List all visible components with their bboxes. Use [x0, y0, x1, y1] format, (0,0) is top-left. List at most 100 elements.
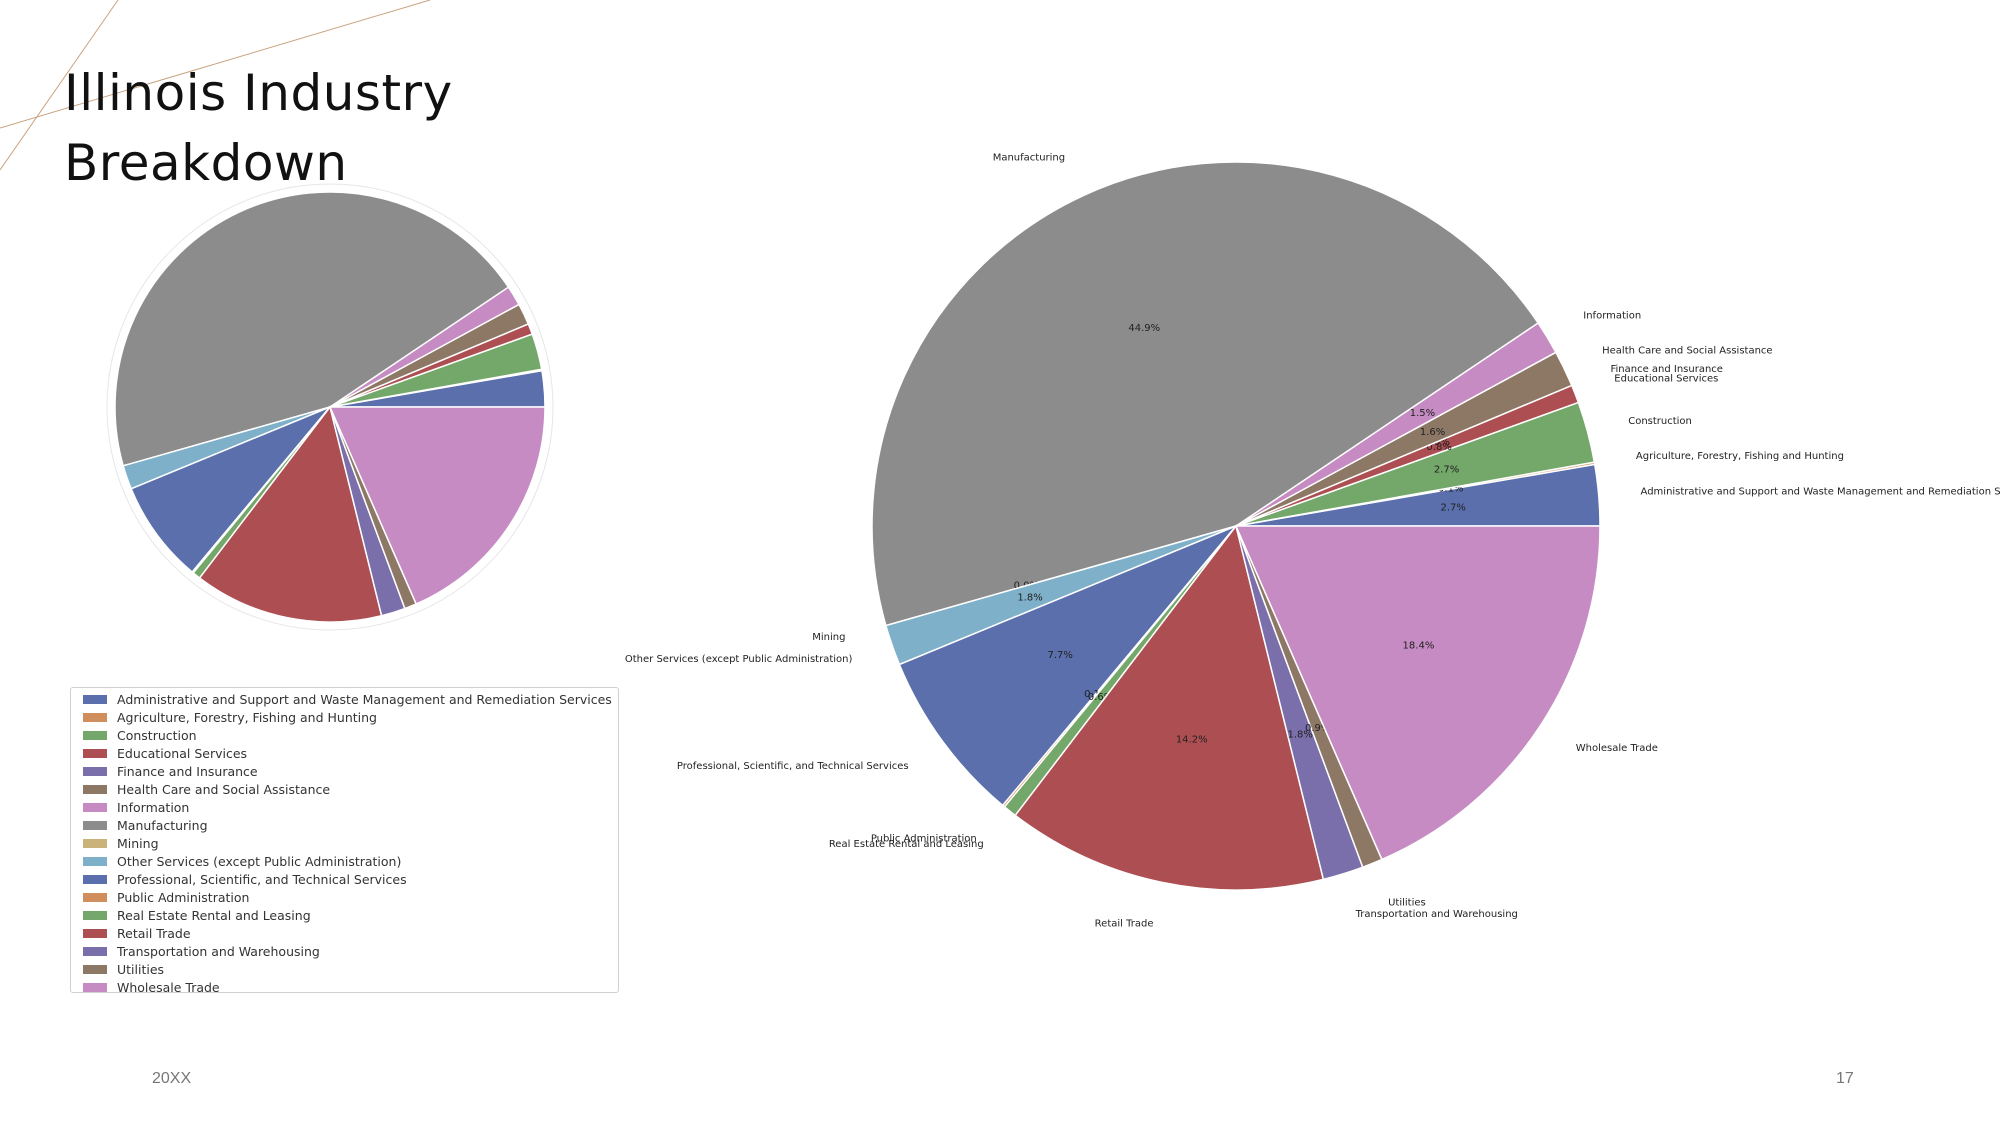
legend-label: Health Care and Social Assistance [117, 781, 331, 797]
legend-item-finance-and-insurance: Finance and Insurance [77, 762, 612, 780]
legend-item-real-estate-rental-and-leasing: Real Estate Rental and Leasing [77, 906, 612, 924]
slice-percent-health-care-and-social-assistance: 1.6% [1420, 427, 1445, 438]
slice-percent-construction: 2.7% [1434, 465, 1459, 476]
slice-label-administrative-and-support-and-waste-management-and-remediation-services: Administrative and Support and Waste Man… [1641, 487, 2000, 498]
slice-percent-agriculture-forestry-fishing-and-hunting: 0.1% [1438, 483, 1463, 494]
legend-label: Finance and Insurance [117, 763, 258, 779]
slice-label-transportation-and-warehousing: Transportation and Warehousing [1355, 909, 1518, 920]
slice-percent-wholesale-trade: 18.4% [1403, 640, 1435, 651]
slice-label-construction: Construction [1628, 416, 1692, 427]
legend-label: Administrative and Support and Waste Man… [117, 691, 612, 707]
legend-item-utilities: Utilities [77, 960, 612, 978]
slice-percent-educational-services: 0.8% [1426, 442, 1451, 453]
legend-item-other-services-except-public-administration: Other Services (except Public Administra… [77, 852, 612, 870]
legend-label: Wholesale Trade [117, 979, 220, 995]
legend-swatch [83, 964, 107, 974]
pie-slice-wholesale-trade [1234, 525, 1601, 861]
slice-percent-transportation-and-warehousing: 1.8% [1288, 729, 1313, 740]
slice-label-other-services-except-public-administration: Other Services (except Public Administra… [625, 654, 853, 665]
slice-label-information: Information [1583, 311, 1641, 322]
legend-label: Professional, Scientific, and Technical … [117, 871, 407, 887]
legend-label: Transportation and Warehousing [117, 943, 320, 959]
slice-label-utilities: Utilities [1388, 897, 1426, 908]
legend-label: Mining [117, 835, 159, 851]
legend-item-public-administration: Public Administration [77, 888, 612, 906]
pie-slice-retail-trade [198, 405, 383, 623]
legend-swatch [83, 766, 107, 776]
legend-item-agriculture-forestry-fishing-and-hunting: Agriculture, Forestry, Fishing and Hunti… [77, 708, 612, 726]
chart-legend: Administrative and Support and Waste Man… [70, 687, 619, 996]
pie-slice-manufacturing [114, 191, 510, 467]
pie-outline-ring [106, 183, 554, 631]
accent-line [0, 0, 119, 171]
legend-swatch [83, 838, 107, 848]
legend-swatch [83, 892, 107, 902]
legend-label: Public Administration [117, 889, 250, 905]
legend-item-educational-services: Educational Services [77, 744, 612, 762]
legend-swatch [83, 910, 107, 920]
legend-label: Manufacturing [117, 817, 208, 833]
legend-swatch [83, 694, 107, 704]
legend-label: Agriculture, Forestry, Fishing and Hunti… [117, 709, 377, 725]
legend-swatch [83, 748, 107, 758]
legend-swatch [83, 802, 107, 812]
legend-label: Other Services (except Public Administra… [117, 853, 402, 869]
legend-swatch [83, 712, 107, 722]
slice-label-agriculture-forestry-fishing-and-hunting: Agriculture, Forestry, Fishing and Hunti… [1636, 451, 1844, 462]
legend-swatch [83, 820, 107, 830]
legend-label: Construction [117, 727, 197, 743]
slice-label-educational-services: Educational Services [1614, 374, 1718, 385]
legend-label: Information [117, 799, 190, 815]
slice-percent-professional-scientific-and-technical-services: 7.7% [1047, 650, 1072, 661]
legend-item-retail-trade: Retail Trade [77, 924, 612, 942]
slice-label-mining: Mining [812, 632, 845, 643]
slice-percent-retail-trade: 14.2% [1176, 734, 1208, 745]
footer-date: 20XX [152, 1070, 192, 1087]
slice-label-retail-trade: Retail Trade [1095, 919, 1154, 930]
legend-swatch [83, 946, 107, 956]
slice-percent-real-estate-rental-and-leasing: 0.6% [1088, 692, 1113, 703]
pie-slice-manufacturing [871, 161, 1540, 627]
slice-label-real-estate-rental-and-leasing: Real Estate Rental and Leasing [829, 839, 984, 850]
slice-percent-manufacturing: 44.9% [1128, 323, 1160, 334]
legend-item-information: Information [77, 798, 612, 816]
legend-label: Retail Trade [117, 925, 191, 941]
slice-percent-other-services-except-public-administration: 1.8% [1017, 592, 1042, 603]
legend-swatch [83, 982, 107, 992]
slice-label-finance-and-insurance: Finance and Insurance [1610, 364, 1723, 375]
legend-item-professional-scientific-and-technical-services: Professional, Scientific, and Technical … [77, 870, 612, 888]
pie-slice-professional-scientific-and-technical-services [898, 525, 1237, 807]
page-number: 17 [1836, 1070, 1854, 1087]
legend-item-administrative-and-support-and-waste-management-and-remediation-services: Administrative and Support and Waste Man… [77, 690, 612, 708]
small-pie-chart [106, 183, 554, 631]
legend-item-construction: Construction [77, 726, 612, 744]
legend-item-health-care-and-social-assistance: Health Care and Social Assistance [77, 780, 612, 798]
slice-percent-utilities: 0.9% [1305, 723, 1330, 734]
decorative-accent-lines [0, 0, 431, 171]
pie-slice-professional-scientific-and-technical-services [130, 406, 331, 574]
legend-label: Real Estate Rental and Leasing [117, 907, 311, 923]
legend-swatch [83, 784, 107, 794]
slide-title: Illinois Industry Breakdown [64, 64, 453, 192]
legend-label: Utilities [117, 961, 165, 977]
legend-swatch [83, 856, 107, 866]
large-pie-chart: Administrative and Support and Waste Man… [625, 153, 2000, 930]
legend-item-manufacturing: Manufacturing [77, 816, 612, 834]
slice-percent-information: 1.5% [1410, 408, 1435, 419]
legend-swatch [83, 730, 107, 740]
slice-percent-administrative-and-support-and-waste-management-and-remediation-services: 2.7% [1441, 502, 1466, 513]
slice-label-public-administration: Public Administration [871, 833, 977, 844]
legend-swatch [83, 928, 107, 938]
pie-slice-wholesale-trade [328, 406, 546, 605]
accent-line [0, 0, 431, 129]
legend-item-transportation-and-warehousing: Transportation and Warehousing [77, 942, 612, 960]
legend-item-wholesale-trade: Wholesale Trade [77, 978, 612, 996]
legend-swatch [83, 874, 107, 884]
legend-item-mining: Mining [77, 834, 612, 852]
slice-label-professional-scientific-and-technical-services: Professional, Scientific, and Technical … [677, 761, 909, 772]
pie-slice-retail-trade [1014, 524, 1325, 891]
legend-label: Educational Services [117, 745, 248, 761]
slice-label-manufacturing: Manufacturing [993, 153, 1065, 164]
slice-label-wholesale-trade: Wholesale Trade [1576, 743, 1658, 754]
slice-label-health-care-and-social-assistance: Health Care and Social Assistance [1602, 346, 1772, 357]
